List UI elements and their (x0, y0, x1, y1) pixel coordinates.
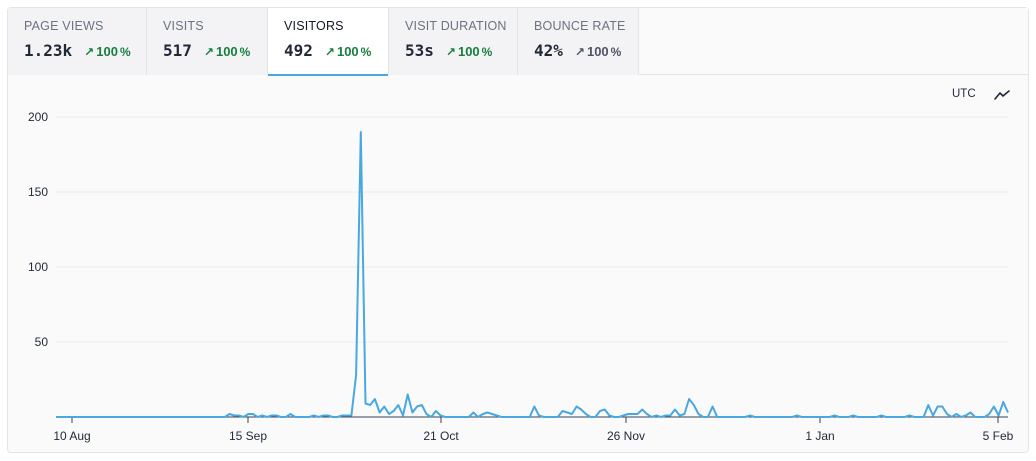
tab-label: VISITS (163, 19, 204, 33)
y-tick-label: 50 (35, 335, 49, 349)
percent-sign: % (119, 45, 131, 59)
percent-sign: % (360, 45, 372, 59)
x-tick-label: 10 Aug (53, 429, 90, 443)
tab-visits[interactable]: VISITS 517 ↗ 100% (147, 8, 268, 75)
x-tick-label: 5 Feb (983, 429, 1014, 443)
tab-value: 53s (405, 41, 434, 60)
y-tick-label: 100 (28, 260, 48, 274)
line-chart-icon[interactable] (993, 88, 1011, 102)
y-tick-label: 150 (28, 185, 48, 199)
change-indicator: ↗ 100% (446, 44, 492, 59)
change-value: 100 (336, 44, 359, 59)
tab-bounce-rate[interactable]: BOUNCE RATE 42% ↗ 100% (518, 8, 639, 75)
percent-sign: % (481, 45, 493, 59)
change-value: 100 (215, 44, 238, 59)
visitors-line-chart: 200 150 100 50 10 Aug 15 Sep 21 Oct 26 Nov 1 Jan… (28, 110, 1014, 443)
y-tick-label: 200 (28, 110, 48, 124)
arrow-up-right-icon: ↗ (324, 45, 335, 59)
tab-visitors[interactable]: VISITORS 492 ↗ 100% (268, 8, 389, 76)
x-tick-label: 26 Nov (607, 429, 645, 443)
change-indicator: ↗ 100% (325, 44, 371, 59)
change-indicator: ↗ 100% (204, 44, 250, 59)
change-indicator: ↗ 100% (575, 44, 621, 59)
tab-label: VISIT DURATION (405, 19, 507, 33)
tab-label: VISITORS (284, 19, 344, 33)
metric-tabs: PAGE VIEWS 1.23k ↗ 100% VISITS 517 ↗ 100% … (8, 8, 1028, 76)
change-indicator: ↗ 100% (84, 44, 130, 59)
change-value: 100 (586, 44, 609, 59)
tab-value: 517 (163, 41, 192, 60)
visitors-chart-panel: PAGE VIEWS 1.23k ↗ 100% VISITS 517 ↗ 100% … (7, 7, 1029, 453)
change-value: 100 (96, 44, 118, 59)
x-tick-label: 21 Oct (423, 429, 459, 443)
change-value: 100 (457, 44, 480, 59)
arrow-up-right-icon: ↗ (203, 45, 214, 59)
timezone-label: UTC (952, 88, 976, 100)
tab-value: 492 (284, 41, 313, 60)
tab-visit-duration[interactable]: VISIT DURATION 53s ↗ 100% (389, 8, 518, 75)
arrow-up-right-icon: ↗ (84, 45, 95, 59)
tab-page-views[interactable]: PAGE VIEWS 1.23k ↗ 100% (8, 8, 147, 75)
x-tick-label: 15 Sep (229, 429, 267, 443)
arrow-up-right-icon: ↗ (574, 45, 585, 59)
tab-value: 1.23k (24, 41, 73, 60)
arrow-up-right-icon: ↗ (445, 45, 456, 59)
tab-label: BOUNCE RATE (534, 19, 626, 33)
percent-sign: % (610, 45, 622, 59)
visitors-series-line (56, 131, 1009, 418)
tab-label: PAGE VIEWS (24, 19, 104, 33)
tab-value: 42% (534, 41, 563, 60)
x-tick-label: 1 Jan (805, 429, 834, 443)
percent-sign: % (239, 45, 251, 59)
